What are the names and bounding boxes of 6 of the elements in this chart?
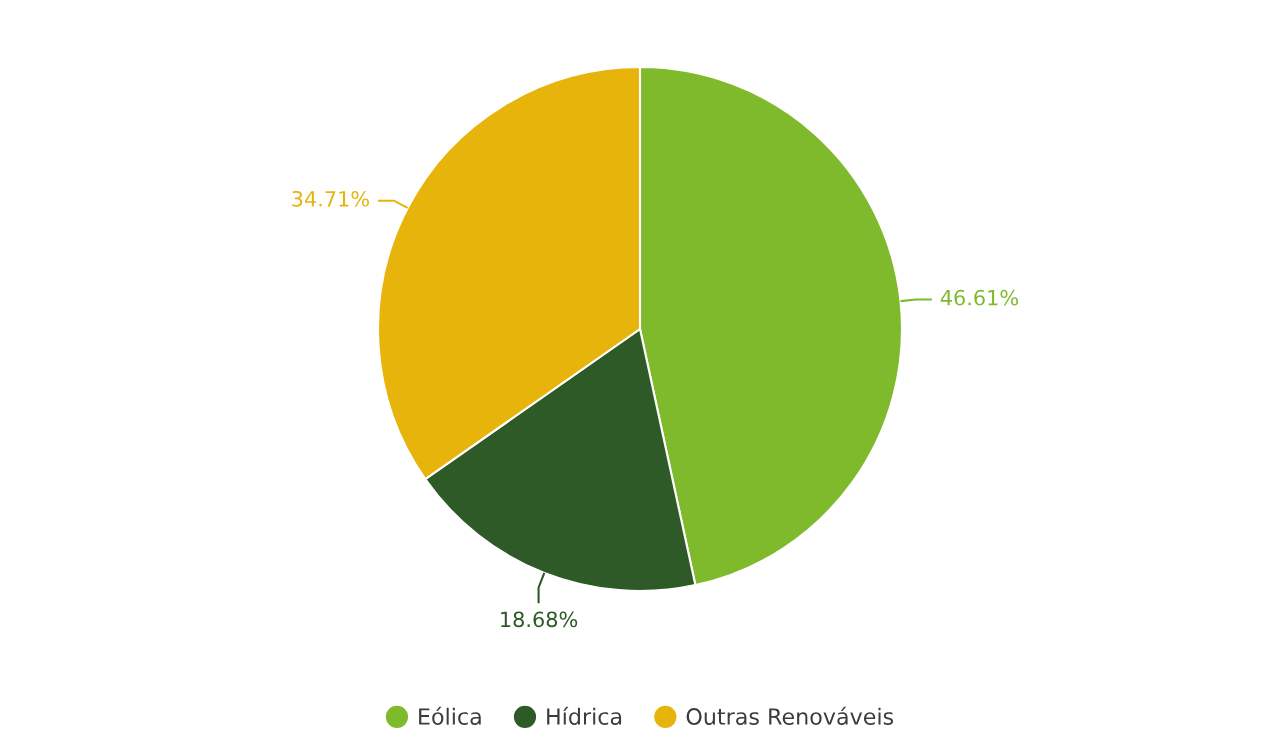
data-label: 34.71% [292,190,369,207]
legend-label: Hídrica [547,706,622,725]
legend-label: Eólica [419,706,481,725]
legend-label: Outras Renováveis [686,706,894,725]
data-label: 46.61% [940,289,1019,306]
data-label: 18.68% [501,611,578,628]
